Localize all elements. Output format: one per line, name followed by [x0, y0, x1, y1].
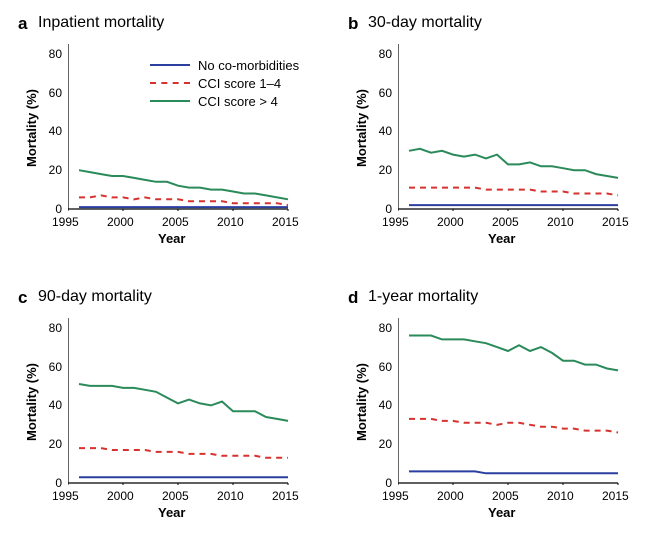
panel-title-a: Inpatient mortality [38, 14, 164, 32]
legend-swatch [150, 100, 190, 102]
panel-title-d: 1-year mortality [368, 288, 478, 306]
y-tick-label: 40 [370, 124, 392, 138]
y-axis-label: Mortality (%) [354, 363, 369, 441]
legend: No co-morbidities CCI score 1–4 CCI score … [150, 56, 299, 110]
series-no_comorb [409, 471, 618, 473]
x-axis-label: Year [158, 231, 185, 246]
panel-label-d: d [348, 288, 358, 308]
x-tick-label: 2000 [437, 215, 464, 229]
x-tick-label: 2005 [162, 215, 189, 229]
series-cci_1_4 [79, 448, 288, 458]
x-axis-label: Year [488, 231, 515, 246]
y-tick-label: 20 [370, 163, 392, 177]
panel-a: a Inpatient mortality Mortality (%) Year 0 20… [18, 14, 308, 259]
y-tick-label: 0 [40, 202, 62, 216]
y-axis-label: Mortality (%) [354, 89, 369, 167]
legend-label: CCI score > 4 [198, 94, 278, 109]
y-tick-label: 0 [40, 476, 62, 490]
plot-area-d [398, 318, 620, 485]
legend-item-cci_1_4: CCI score 1–4 [150, 74, 299, 92]
x-axis-label: Year [488, 505, 515, 520]
plot-area-c [68, 318, 290, 485]
x-axis-label: Year [158, 505, 185, 520]
panel-d: d 1-year mortality Mortality (%) Year 0 20 40 6… [348, 288, 638, 533]
x-tick-label: 2000 [107, 489, 134, 503]
y-tick-label: 80 [370, 47, 392, 61]
legend-swatch [150, 64, 190, 66]
panel-title-b: 30-day mortality [368, 14, 482, 32]
x-tick-label: 2015 [272, 215, 299, 229]
series-cci_gt4 [79, 170, 288, 199]
x-tick-label: 2010 [547, 215, 574, 229]
y-tick-label: 80 [370, 321, 392, 335]
x-tick-label: 1995 [382, 215, 409, 229]
x-tick-label: 1995 [382, 489, 409, 503]
y-tick-label: 0 [370, 202, 392, 216]
legend-swatch [150, 82, 190, 84]
y-axis-label: Mortality (%) [24, 363, 39, 441]
series-cci_1_4 [79, 195, 288, 205]
series-cci_gt4 [409, 336, 618, 371]
figure-container: a Inpatient mortality Mortality (%) Year 0 20… [0, 0, 658, 545]
series-cci_gt4 [79, 384, 288, 421]
series-cci_1_4 [409, 419, 618, 433]
y-tick-label: 60 [40, 360, 62, 374]
x-tick-label: 2010 [547, 489, 574, 503]
series-cci_gt4 [409, 149, 618, 178]
y-tick-label: 80 [40, 321, 62, 335]
panel-label-b: b [348, 14, 358, 34]
x-tick-label: 2010 [217, 215, 244, 229]
x-tick-label: 2015 [602, 215, 629, 229]
y-tick-label: 20 [40, 437, 62, 451]
x-tick-label: 2010 [217, 489, 244, 503]
x-tick-label: 1995 [52, 489, 79, 503]
x-tick-label: 2000 [107, 215, 134, 229]
y-axis-label: Mortality (%) [24, 89, 39, 167]
x-tick-label: 2005 [492, 489, 519, 503]
panel-b: b 30-day mortality Mortality (%) Year 0 20 40 6… [348, 14, 638, 259]
y-tick-label: 20 [370, 437, 392, 451]
panel-label-c: c [18, 288, 27, 308]
panel-c: c 90-day mortality Mortality (%) Year 0 20 40 6… [18, 288, 308, 533]
x-tick-label: 1995 [52, 215, 79, 229]
y-tick-label: 60 [40, 86, 62, 100]
x-tick-label: 2005 [162, 489, 189, 503]
panel-label-a: a [18, 14, 27, 34]
x-tick-label: 2005 [492, 215, 519, 229]
y-tick-label: 80 [40, 47, 62, 61]
legend-label: No co-morbidities [198, 58, 299, 73]
y-tick-label: 40 [370, 398, 392, 412]
plot-area-b [398, 44, 620, 211]
y-tick-label: 40 [40, 398, 62, 412]
legend-item-cci_gt4: CCI score > 4 [150, 92, 299, 110]
y-tick-label: 60 [370, 360, 392, 374]
x-tick-label: 2000 [437, 489, 464, 503]
legend-item-no_comorb: No co-morbidities [150, 56, 299, 74]
y-tick-label: 40 [40, 124, 62, 138]
x-tick-label: 2015 [602, 489, 629, 503]
y-tick-label: 60 [370, 86, 392, 100]
y-tick-label: 0 [370, 476, 392, 490]
series-cci_1_4 [409, 188, 618, 196]
panel-title-c: 90-day mortality [38, 288, 152, 306]
legend-label: CCI score 1–4 [198, 76, 281, 91]
x-tick-label: 2015 [272, 489, 299, 503]
y-tick-label: 20 [40, 163, 62, 177]
